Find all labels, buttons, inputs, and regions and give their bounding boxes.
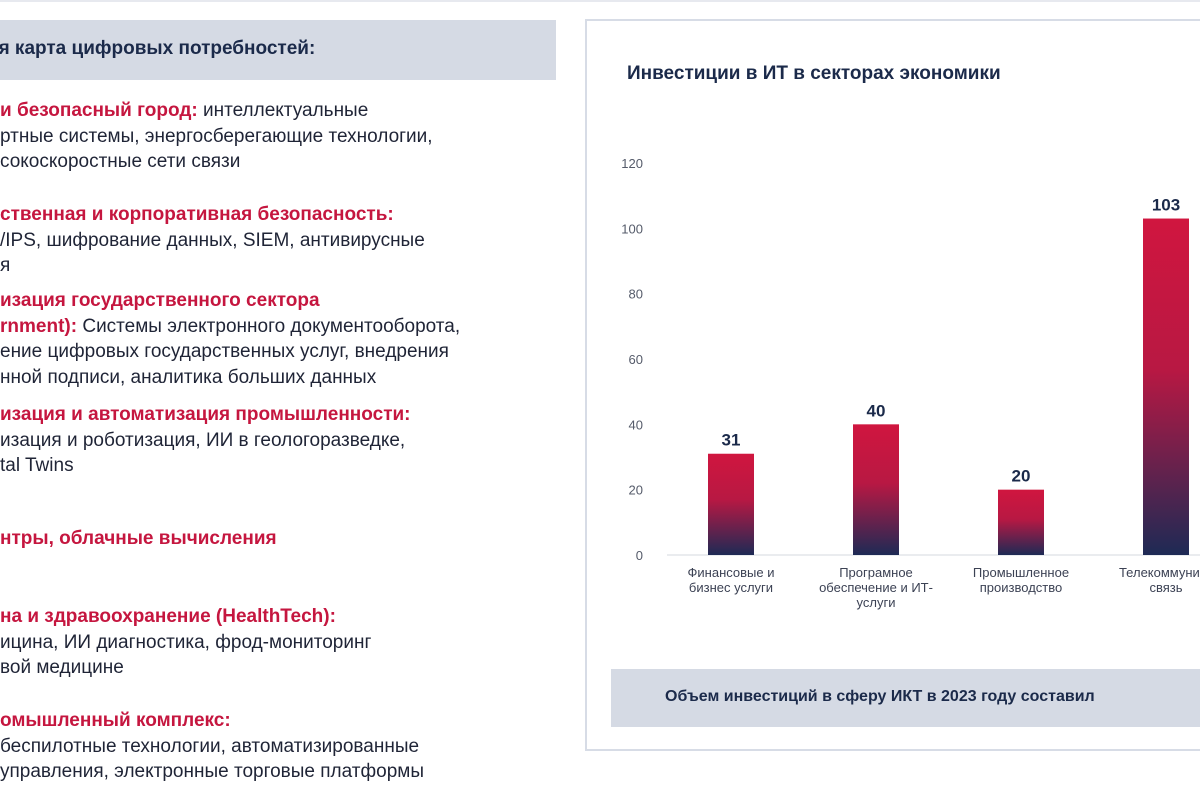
needs-item-text: ение цифровых государственных услуг, вне… <box>0 341 449 362</box>
needs-item-heading: нтры, облачные вычисления <box>0 528 277 549</box>
category-label: Програмное <box>839 565 913 580</box>
needs-item: изация государственного сектора rnment): … <box>0 288 580 390</box>
needs-item-text: изация и роботизация, ИИ в геологоразвед… <box>0 429 406 451</box>
bar-value-label: 40 <box>867 401 886 420</box>
needs-item-heading: изация и автоматизация промышленности: <box>0 404 411 425</box>
category-label: связь <box>1149 580 1182 595</box>
y-tick-label: 60 <box>629 352 643 367</box>
category-label: Промышленное <box>973 565 1069 580</box>
needs-item: нтры, облачные вычисления <box>0 526 580 552</box>
bar <box>853 424 899 555</box>
needs-item-text: Системы электронного документооборота, <box>77 315 461 337</box>
needs-item: и безопасный город: интеллектуальные ртны… <box>0 98 580 175</box>
needs-item-text: ицина, ИИ диагностика, фрод-мониторинг <box>0 631 372 653</box>
bar-value-label: 20 <box>1012 467 1031 486</box>
y-tick-label: 120 <box>621 156 643 171</box>
needs-item-line: rnment): Системы электронного документоо… <box>0 314 580 340</box>
y-tick-label: 0 <box>636 548 643 563</box>
y-tick-label: 20 <box>629 483 643 498</box>
y-tick-label: 40 <box>629 417 643 432</box>
bar <box>1143 218 1189 556</box>
needs-item-text: вой медицине <box>0 657 124 678</box>
needs-map-title: ая карта цифровых потребностей: <box>0 38 316 59</box>
category-label: Телекоммуника <box>1119 565 1200 580</box>
category-label: Финансовые и <box>688 565 775 580</box>
needs-item: омышленный комплекс: беспилотные технолог… <box>0 708 580 785</box>
bar-value-label: 103 <box>1152 196 1180 215</box>
needs-item: ственная и корпоративная безопасность: /I… <box>0 202 580 279</box>
needs-item-heading: на и здравоохранение (HealthTech): <box>0 606 336 627</box>
needs-item-text: беспилотные технологии, автоматизированн… <box>0 735 420 757</box>
y-tick-label: 80 <box>629 287 643 302</box>
chart-title: Инвестиции в ИТ в секторах экономики <box>627 63 1001 84</box>
needs-item-text: управления, электронные торговые платфор… <box>0 761 424 782</box>
needs-item-text: tal Twins <box>0 455 74 476</box>
needs-item-heading: и безопасный город: <box>0 100 198 121</box>
needs-item: на и здравоохранение (HealthTech): ицина,… <box>0 604 580 681</box>
needs-item-text: /IPS, шифрование данных, SIEM, антивирус… <box>0 229 425 251</box>
needs-item-text: сокоскоростные сети связи <box>0 151 241 172</box>
bar <box>708 453 754 555</box>
category-label: обеспечение и ИТ- <box>819 580 933 595</box>
bar <box>998 489 1044 555</box>
bar-value-label: 31 <box>722 431 741 450</box>
category-label: производство <box>980 580 1062 595</box>
chart-panel: Инвестиции в ИТ в секторах экономики 0 20… <box>585 19 1200 751</box>
needs-map-banner: ая карта цифровых потребностей: <box>0 20 556 80</box>
investment-summary-bar: Объем инвестиций в сферу ИКТ в 2023 году… <box>611 669 1200 727</box>
y-tick-label: 100 <box>621 221 643 236</box>
needs-item-text: интеллектуальные <box>197 100 369 121</box>
top-rule <box>0 0 1200 2</box>
needs-item-text: я <box>0 255 11 276</box>
needs-item-text: ртные системы, энергосберегающие техноло… <box>0 125 433 147</box>
category-label: услуги <box>857 595 896 610</box>
needs-item-heading: изация государственного сектора <box>0 290 320 311</box>
needs-item-heading: rnment): <box>0 315 78 337</box>
needs-item-heading: ственная и корпоративная безопасность: <box>0 204 394 225</box>
category-label: бизнес услуги <box>689 580 773 595</box>
needs-item-line: и безопасный город: интеллектуальные <box>0 98 580 124</box>
needs-item-heading: омышленный комплекс: <box>0 710 231 731</box>
needs-item: изация и автоматизация промышленности: из… <box>0 402 580 479</box>
investment-summary-text: Объем инвестиций в сферу ИКТ в 2023 году… <box>665 688 1095 705</box>
needs-item-text: нной подписи, аналитика больших данных <box>0 366 377 388</box>
